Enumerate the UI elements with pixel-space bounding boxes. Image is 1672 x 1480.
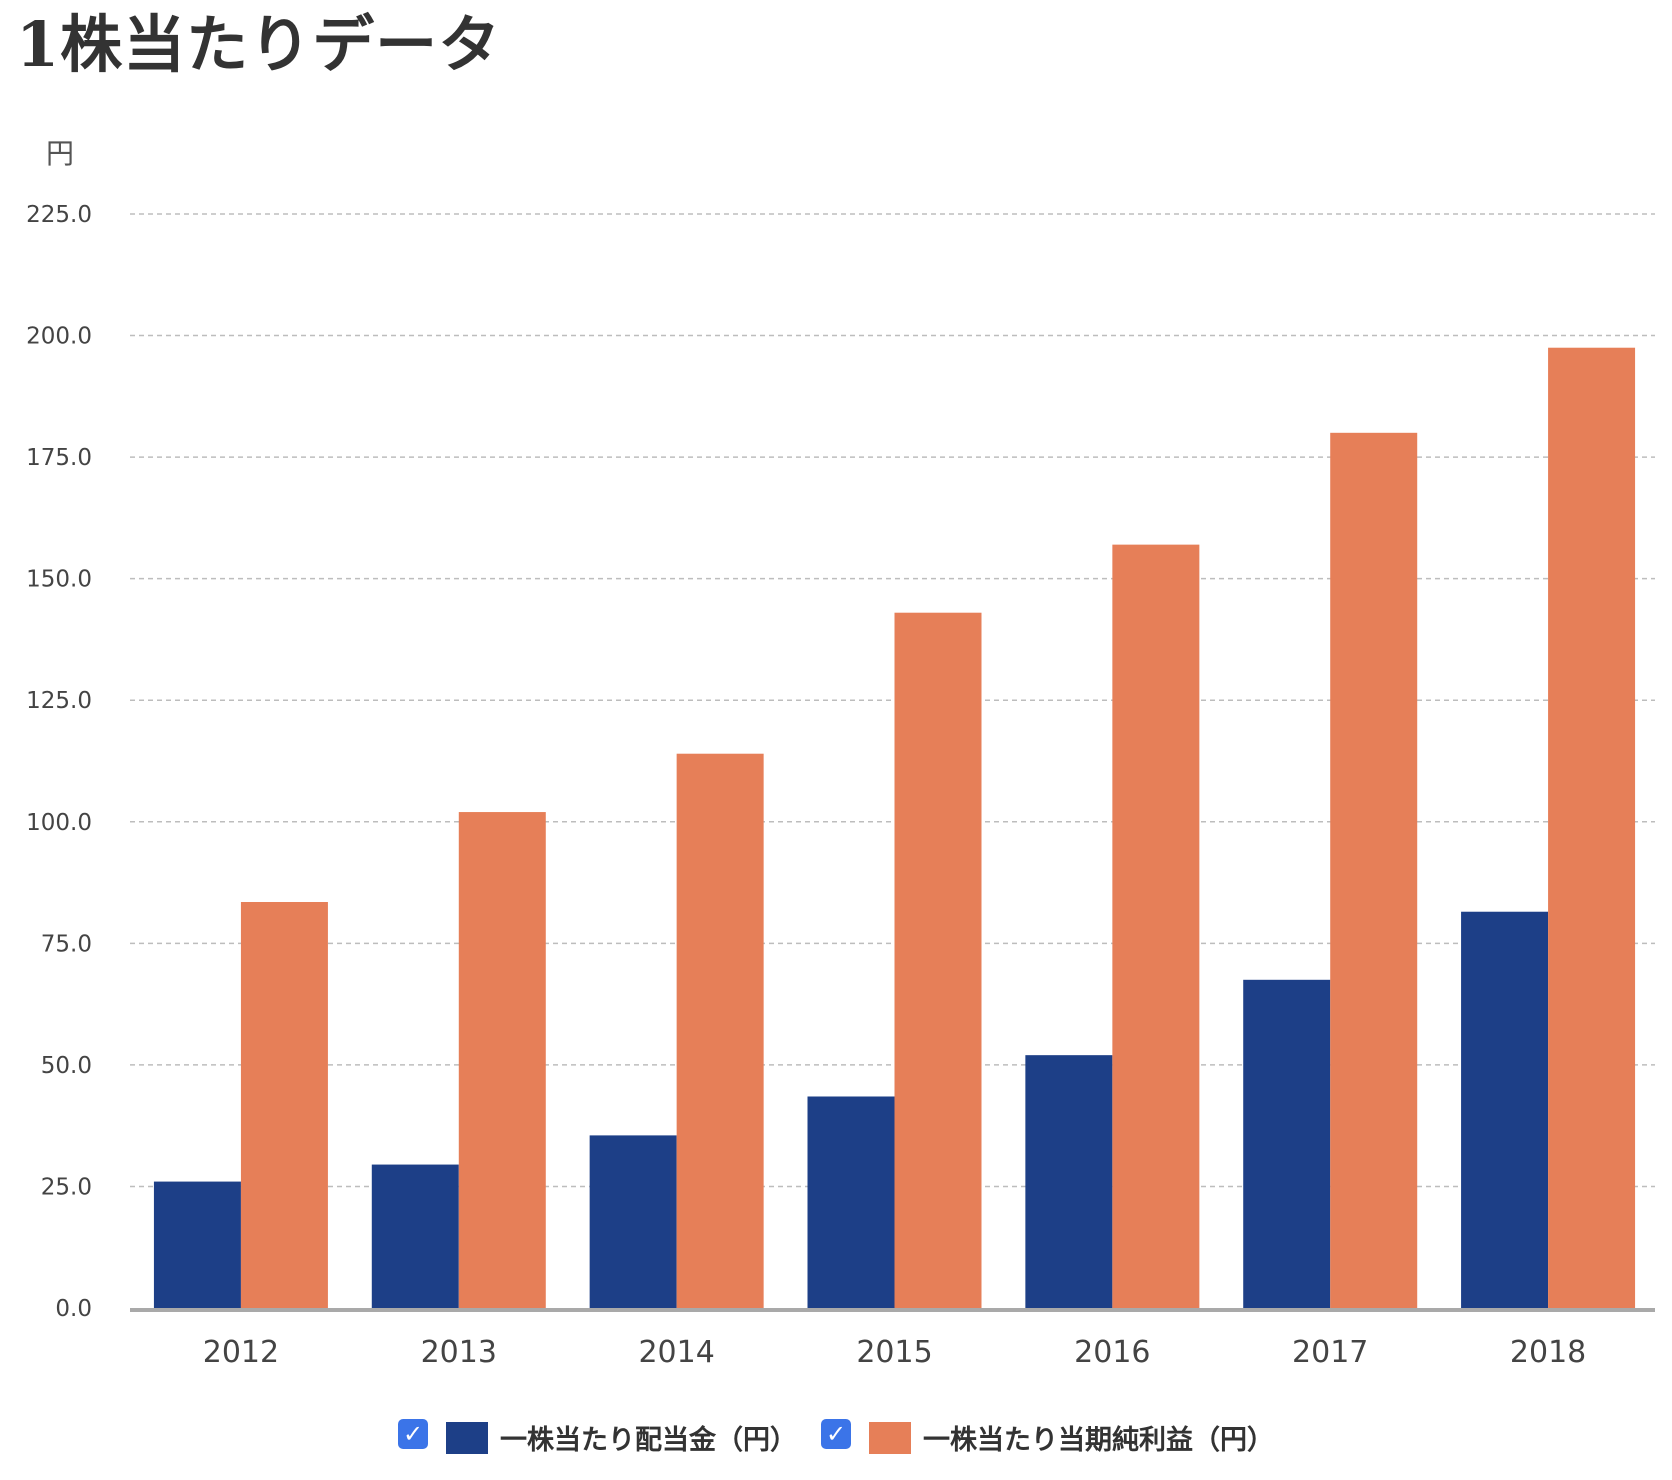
legend: ✓ 一株当たり配当金（円） ✓ 一株当たり当期純利益（円） — [0, 1418, 1672, 1457]
legend-swatch-net-income — [869, 1421, 911, 1454]
bar-net-income-2015 — [894, 612, 982, 1308]
bar-dividend-2015 — [807, 1096, 895, 1308]
y-tick-label: 200.0 — [26, 324, 92, 350]
y-tick-label: 0.0 — [55, 1296, 92, 1322]
x-tick-label: 2017 — [1292, 1335, 1368, 1370]
bar-dividend-2017 — [1243, 979, 1331, 1308]
bar-net-income-2018 — [1548, 347, 1636, 1308]
bar-dividend-2012 — [153, 1181, 241, 1308]
bar-net-income-2017 — [1330, 432, 1418, 1308]
y-tick-label: 50.0 — [41, 1053, 92, 1079]
bar-net-income-2016 — [1112, 544, 1200, 1308]
page-title: 1株当たりデータ — [16, 8, 502, 81]
x-tick-label: 2015 — [856, 1335, 932, 1370]
x-tick-label: 2013 — [421, 1335, 497, 1370]
x-tick-label: 2016 — [1074, 1335, 1150, 1370]
legend-item-net-income[interactable]: ✓ 一株当たり当期純利益（円） — [821, 1418, 1274, 1457]
bar-dividend-2014 — [589, 1135, 677, 1308]
y-tick-label: 125.0 — [26, 688, 92, 714]
y-tick-label: 75.0 — [41, 931, 92, 957]
y-tick-label: 175.0 — [26, 445, 92, 471]
bar-net-income-2012 — [240, 902, 328, 1308]
x-tick-label: 2018 — [1510, 1335, 1586, 1370]
x-tick-label: 2014 — [638, 1335, 714, 1370]
legend-swatch-dividend — [446, 1421, 488, 1454]
bar-dividend-2013 — [371, 1164, 459, 1308]
legend-item-dividend[interactable]: ✓ 一株当たり配当金（円） — [398, 1418, 797, 1457]
bar-net-income-2014 — [676, 753, 764, 1308]
x-tick-label: 2012 — [203, 1335, 279, 1370]
bar-dividend-2018 — [1461, 911, 1549, 1308]
y-tick-label: 225.0 — [26, 202, 92, 228]
bar-chart: 円 0.0 25.0 50.0 75.0 100.0 125.0 150.0 175.0 200.… — [26, 137, 1655, 1370]
y-axis-label: 円 — [46, 137, 74, 170]
legend-checkbox-net-income[interactable]: ✓ — [821, 1418, 851, 1449]
y-tick-label: 100.0 — [26, 810, 92, 836]
legend-label-dividend: 一株当たり配当金（円） — [500, 1425, 797, 1456]
bar-dividend-2016 — [1025, 1055, 1113, 1308]
y-tick-label: 150.0 — [26, 567, 92, 593]
bar-net-income-2013 — [458, 812, 546, 1308]
legend-label-net-income: 一株当たり当期純利益（円） — [923, 1425, 1274, 1456]
y-tick-label: 25.0 — [41, 1174, 92, 1200]
legend-checkbox-dividend[interactable]: ✓ — [398, 1418, 428, 1449]
